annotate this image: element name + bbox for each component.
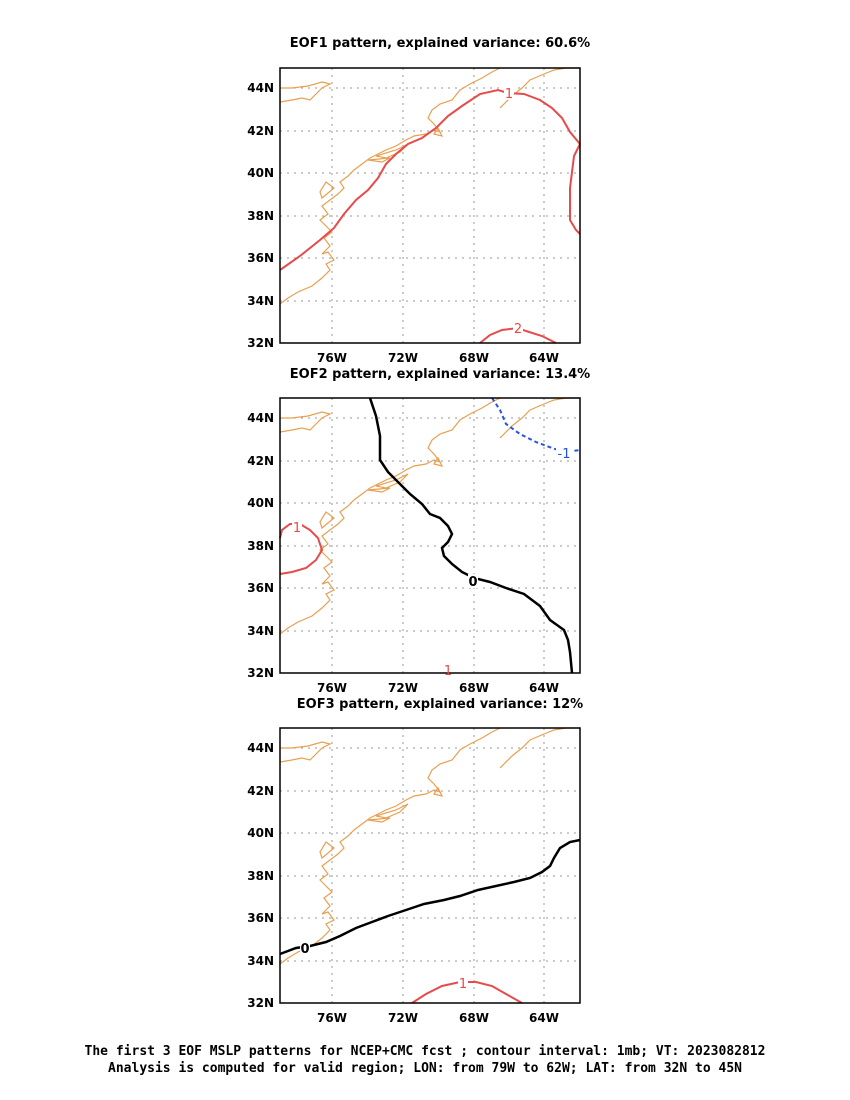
contour-labels: 1 2 bbox=[504, 86, 523, 337]
map-frame bbox=[279, 727, 581, 1004]
lat-tick: 32N bbox=[247, 996, 274, 1010]
lat-tick: 36N bbox=[247, 911, 274, 925]
lat-tick: 34N bbox=[247, 294, 274, 308]
lat-tick: 44N bbox=[247, 411, 274, 425]
contour-label: -1 bbox=[558, 447, 571, 462]
coastline bbox=[279, 67, 580, 305]
lat-tick: 40N bbox=[247, 166, 274, 180]
contour-1-line bbox=[569, 143, 581, 235]
lon-tick: 64W bbox=[529, 1011, 559, 1025]
lat-tick: 32N bbox=[247, 666, 274, 680]
lon-tick: 68W bbox=[459, 351, 489, 365]
lat-grid bbox=[280, 417, 580, 632]
lat-tick-labels: 44N 42N 40N 38N 36N 34N 32N bbox=[247, 741, 274, 1010]
lon-tick: 68W bbox=[459, 681, 489, 695]
contour-0-line bbox=[368, 397, 574, 674]
contour-1-line bbox=[279, 88, 581, 271]
panel-1-title: EOF1 pattern, explained variance: 60.6% bbox=[289, 36, 591, 51]
lat-tick-labels: 44N 42N 40N 38N 36N 34N 32N bbox=[247, 411, 274, 680]
map-frame bbox=[279, 397, 581, 674]
lat-tick: 32N bbox=[247, 336, 274, 350]
lat-tick: 42N bbox=[247, 124, 274, 138]
lat-tick: 38N bbox=[247, 869, 274, 883]
contour-0-line bbox=[279, 838, 581, 956]
eof3-map: 0 1 44N 42N 40N 38N 36N 34N 32N 76W 72W … bbox=[247, 727, 581, 1025]
lat-tick: 42N bbox=[247, 784, 274, 798]
lat-tick: 36N bbox=[247, 581, 274, 595]
panel-2-title: EOF2 pattern, explained variance: 13.4% bbox=[289, 367, 591, 382]
lat-tick-labels: 44N 42N 40N 38N 36N 34N 32N bbox=[247, 81, 274, 350]
eof2-map: 0 1 -1 1 44N 42N 40N 38N 36N 34N 32N 76W… bbox=[247, 397, 581, 695]
lon-tick: 64W bbox=[529, 681, 559, 695]
lon-grid bbox=[331, 68, 545, 343]
lon-tick-labels: 76W 72W 68W 64W bbox=[317, 681, 559, 695]
lat-grid bbox=[280, 747, 580, 962]
lat-tick: 38N bbox=[247, 209, 274, 223]
lat-tick: 44N bbox=[247, 81, 274, 95]
lat-tick: 40N bbox=[247, 826, 274, 840]
lon-grid bbox=[331, 398, 545, 673]
coastline bbox=[279, 727, 580, 965]
panel-3-title: EOF3 pattern, explained variance: 12% bbox=[296, 697, 584, 712]
figure-caption: The first 3 EOF MSLP patterns for NCEP+C… bbox=[0, 1043, 850, 1077]
lat-tick: 42N bbox=[247, 454, 274, 468]
contour-label: 0 bbox=[300, 942, 309, 957]
contour-1-line bbox=[279, 523, 324, 575]
coastline bbox=[279, 397, 580, 635]
lon-grid bbox=[331, 728, 545, 1003]
lon-tick: 68W bbox=[459, 1011, 489, 1025]
lon-tick: 72W bbox=[388, 1011, 418, 1025]
lon-tick: 64W bbox=[529, 351, 559, 365]
contour-labels: 0 1 bbox=[300, 941, 468, 992]
lon-tick-labels: 76W 72W 68W 64W bbox=[317, 351, 559, 365]
lon-tick-labels: 76W 72W 68W 64W bbox=[317, 1011, 559, 1025]
lat-tick: 40N bbox=[247, 496, 274, 510]
contour-label: 1 bbox=[459, 977, 467, 992]
lon-tick: 76W bbox=[317, 1011, 347, 1025]
lat-tick: 34N bbox=[247, 954, 274, 968]
contour-label: 1 bbox=[505, 87, 513, 102]
lon-tick: 72W bbox=[388, 681, 418, 695]
contour-neg1-line bbox=[491, 397, 581, 454]
lat-tick: 38N bbox=[247, 539, 274, 553]
contour-label: 2 bbox=[514, 322, 522, 337]
lat-grid bbox=[280, 87, 580, 302]
lon-tick: 76W bbox=[317, 681, 347, 695]
contour-label: 0 bbox=[468, 575, 477, 590]
contour-labels: 0 1 -1 1 bbox=[292, 446, 572, 679]
lon-tick: 72W bbox=[388, 351, 418, 365]
lon-tick: 76W bbox=[317, 351, 347, 365]
contour-lines bbox=[279, 397, 581, 674]
eof1-map: 1 2 44N 42N 40N 38N 36N 34N 32N 76W 72W … bbox=[247, 67, 581, 365]
contour-label: 1 bbox=[293, 521, 301, 536]
contour-label: 1 bbox=[444, 664, 452, 679]
map-frame bbox=[279, 67, 581, 344]
lat-tick: 34N bbox=[247, 624, 274, 638]
lat-tick: 36N bbox=[247, 251, 274, 265]
lat-tick: 44N bbox=[247, 741, 274, 755]
caption-line-2: Analysis is computed for valid region; L… bbox=[108, 1061, 742, 1076]
caption-line-1: The first 3 EOF MSLP patterns for NCEP+C… bbox=[84, 1044, 766, 1059]
